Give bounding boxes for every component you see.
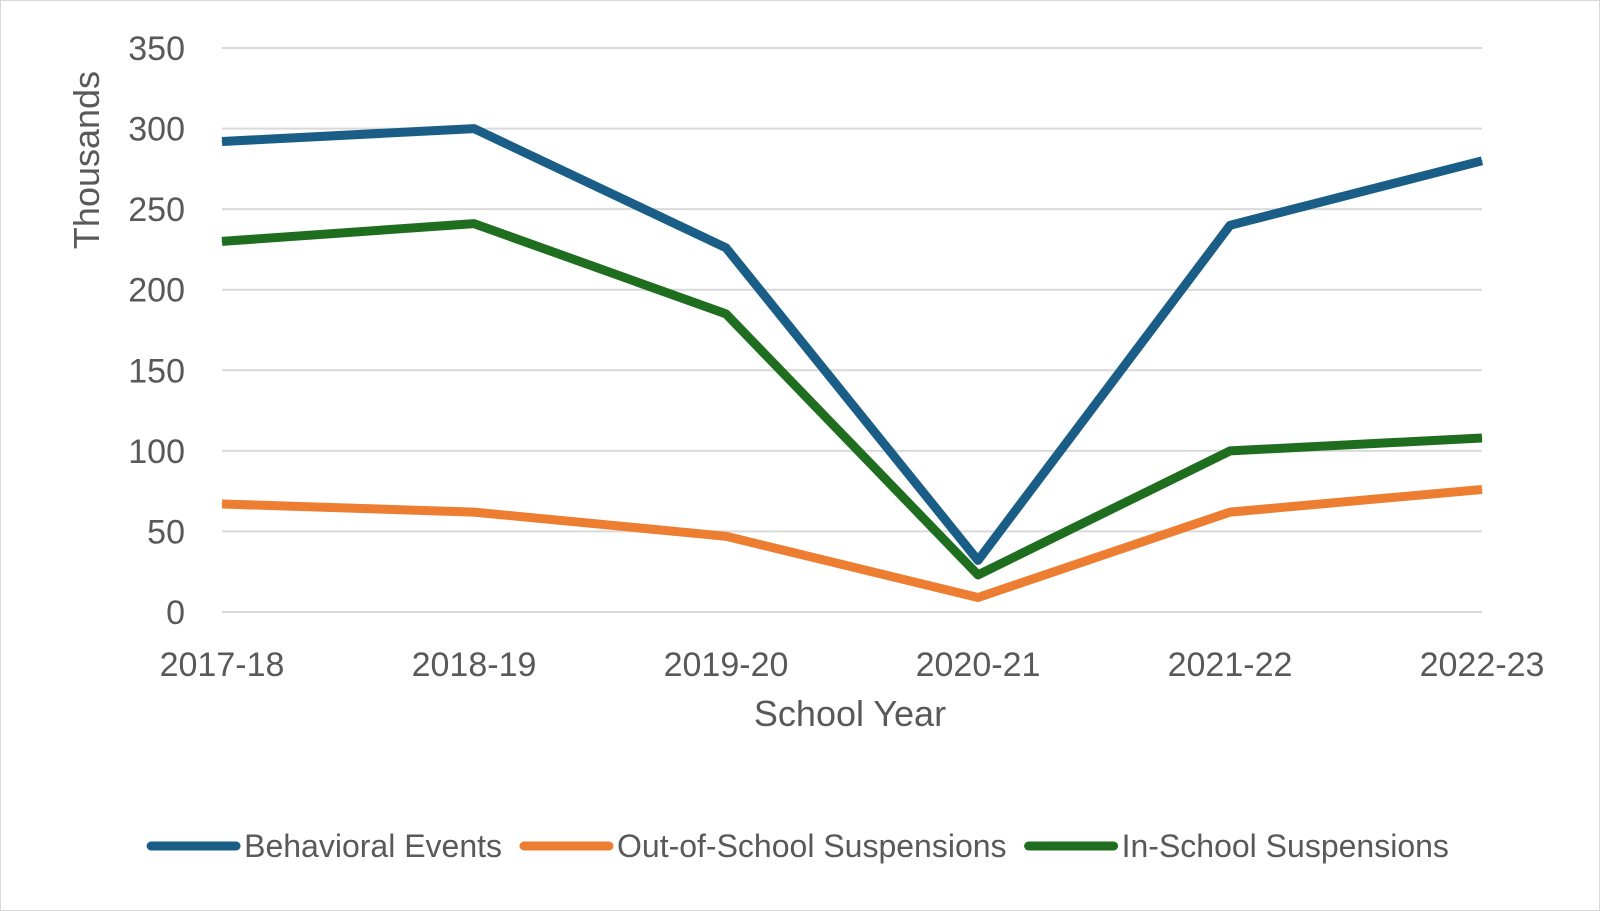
x-axis-ticks: 2017-18 2018-19 2019-20 2020-21 2021-22 2022-… xyxy=(160,646,1545,684)
data-point xyxy=(221,503,223,505)
data-point xyxy=(221,240,223,242)
data-point xyxy=(1481,489,1483,491)
data-point xyxy=(473,128,475,130)
x-axis-title: School Year xyxy=(754,693,946,734)
y-tick-label: 50 xyxy=(147,513,185,551)
y-axis-ticks: 0 50 100 150 200 250 300 350 xyxy=(128,30,185,632)
x-tick-label: 2022-23 xyxy=(1420,646,1545,684)
data-point xyxy=(977,559,979,561)
data-point xyxy=(1481,437,1483,439)
y-tick-label: 0 xyxy=(166,594,185,632)
legend-item: Behavioral Events xyxy=(146,828,502,864)
legend-label: In-School Suspensions xyxy=(1122,828,1449,864)
data-point xyxy=(1229,224,1231,226)
x-tick-label: 2020-21 xyxy=(916,646,1041,684)
y-tick-label: 350 xyxy=(128,30,185,68)
x-tick-label: 2019-20 xyxy=(664,646,789,684)
data-point xyxy=(221,140,223,142)
legend: Behavioral Events Out-of-School Suspensio… xyxy=(146,828,1449,864)
data-point xyxy=(1229,450,1231,452)
series-line-1 xyxy=(221,485,1483,602)
x-tick-label: 2018-19 xyxy=(412,646,537,684)
series-lines xyxy=(221,124,1484,602)
x-tick-label: 2017-18 xyxy=(160,646,285,684)
x-tick-label: 2021-22 xyxy=(1168,646,1293,684)
series-line-0 xyxy=(221,124,1484,565)
y-tick-label: 250 xyxy=(128,191,185,229)
y-tick-label: 200 xyxy=(128,272,185,310)
data-point xyxy=(977,596,979,598)
data-point xyxy=(725,535,727,537)
data-point xyxy=(473,511,475,513)
data-point xyxy=(1481,160,1483,162)
series-line-2 xyxy=(221,219,1483,580)
y-axis-title: Thousands xyxy=(66,71,107,249)
legend-label: Behavioral Events xyxy=(244,828,502,864)
data-point xyxy=(725,313,727,315)
data-point xyxy=(473,223,475,225)
data-point xyxy=(725,247,727,249)
data-point xyxy=(977,574,979,576)
legend-item: Out-of-School Suspensions xyxy=(519,828,1007,864)
legend-item: In-School Suspensions xyxy=(1024,828,1449,864)
legend-label: Out-of-School Suspensions xyxy=(617,828,1007,864)
y-tick-label: 150 xyxy=(128,352,185,390)
y-tick-label: 300 xyxy=(128,111,185,149)
y-tick-label: 100 xyxy=(128,433,185,471)
data-point xyxy=(1229,511,1231,513)
